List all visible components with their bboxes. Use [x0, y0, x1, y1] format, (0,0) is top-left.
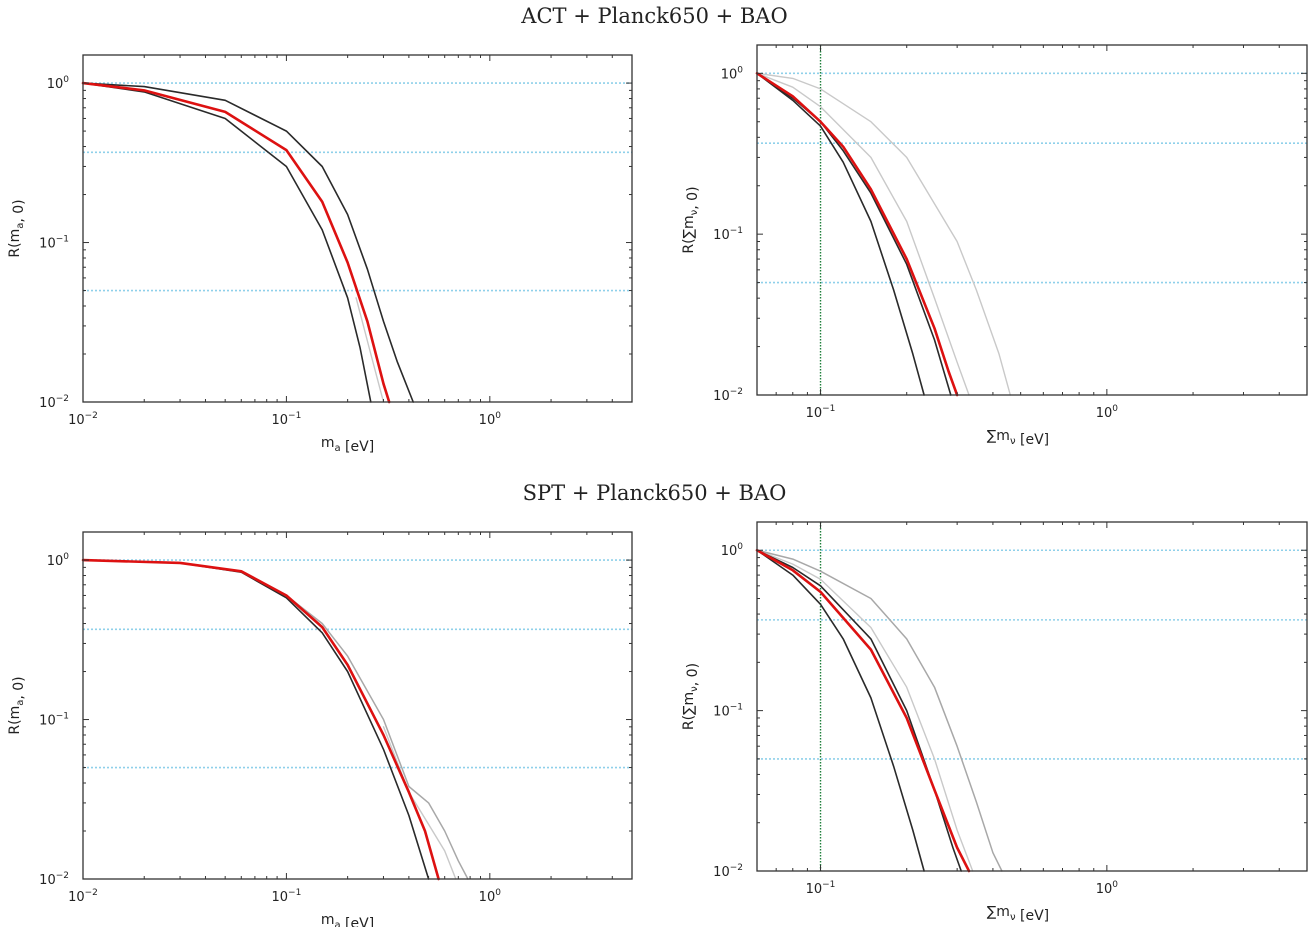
x-tick-label: 10−2 — [68, 888, 98, 905]
x-tick-label: 100 — [1096, 404, 1119, 421]
y-tick-label: 10−2 — [713, 863, 743, 880]
series-line-light-3 — [355, 297, 385, 403]
y-tick-label: 10−2 — [713, 387, 743, 404]
series-line-light-0 — [756, 72, 1011, 396]
series-line-gray-0 — [82, 559, 469, 880]
y-tick-label: 100 — [47, 75, 70, 92]
plot-frame — [82, 54, 633, 403]
y-tick-label: 100 — [47, 552, 70, 569]
series-line-dark-0 — [82, 82, 414, 403]
plot-panel-1: 10−1 100 10−2 10−1 100 ∑mν [eV] R(∑mν, 0) — [681, 44, 1308, 448]
series-line-dark-3 — [756, 72, 952, 396]
y-axis-label: R(∑mν, 0) — [681, 663, 701, 730]
plot-frame — [756, 521, 1308, 872]
y-tick-label: 10−1 — [39, 712, 69, 729]
plot-panel-0: 10−2 10−1 100 10−2 10−1 100 ma [eV] R(ma, 0) — [7, 54, 633, 455]
x-tick-label: 10−1 — [271, 411, 301, 428]
row-title-act: ACT + Planck650 + BAO — [521, 4, 788, 28]
x-tick-label: 100 — [479, 888, 502, 905]
series-line-red-2 — [755, 72, 959, 397]
x-axis-label: ma [eV] — [321, 435, 374, 455]
series-line-red-3 — [755, 548, 971, 873]
y-tick-label: 10−2 — [39, 871, 69, 888]
x-tick-label: 10−1 — [806, 880, 836, 897]
x-tick-label: 100 — [479, 411, 502, 428]
series-line-dark-4 — [756, 549, 925, 872]
x-tick-label: 100 — [1096, 880, 1119, 897]
x-axis-label: ∑mν [eV] — [987, 904, 1049, 924]
row-title-spt: SPT + Planck650 + BAO — [522, 481, 787, 505]
plot-panel-2: 10−2 10−1 100 10−2 10−1 100 ma [eV] R(ma, 0) — [7, 531, 633, 927]
plot-panel-3: 10−1 100 10−2 10−1 100 ∑mν [eV] R(∑mν, 0) — [681, 521, 1308, 924]
series-line-dark-4 — [756, 72, 925, 396]
plot-frame — [756, 44, 1308, 396]
y-tick-label: 10−1 — [39, 235, 69, 252]
x-tick-label: 10−1 — [271, 888, 301, 905]
series-line-dark-2 — [756, 549, 962, 872]
y-tick-label: 10−2 — [39, 394, 69, 411]
x-axis-label: ∑mν [eV] — [987, 428, 1049, 448]
series-line-gray-0 — [756, 549, 1003, 872]
y-tick-label: 10−1 — [713, 703, 743, 720]
series-line-red-1 — [81, 81, 391, 404]
plot-frame — [82, 531, 633, 880]
y-tick-label: 100 — [721, 65, 744, 82]
y-axis-label: R(ma, 0) — [7, 199, 27, 257]
series-line-red-2 — [81, 558, 440, 881]
y-axis-label: R(∑mν, 0) — [681, 186, 701, 253]
series-line-light-1 — [756, 549, 974, 872]
x-tick-label: 10−1 — [806, 404, 836, 421]
y-axis-label: R(ma, 0) — [7, 676, 27, 734]
y-tick-label: 10−1 — [713, 226, 743, 243]
series-line-light-1 — [756, 72, 970, 396]
x-axis-label: ma [eV] — [321, 912, 374, 927]
series-line-dark-2 — [82, 82, 372, 403]
x-tick-label: 10−2 — [68, 411, 98, 428]
y-tick-label: 100 — [721, 542, 744, 559]
